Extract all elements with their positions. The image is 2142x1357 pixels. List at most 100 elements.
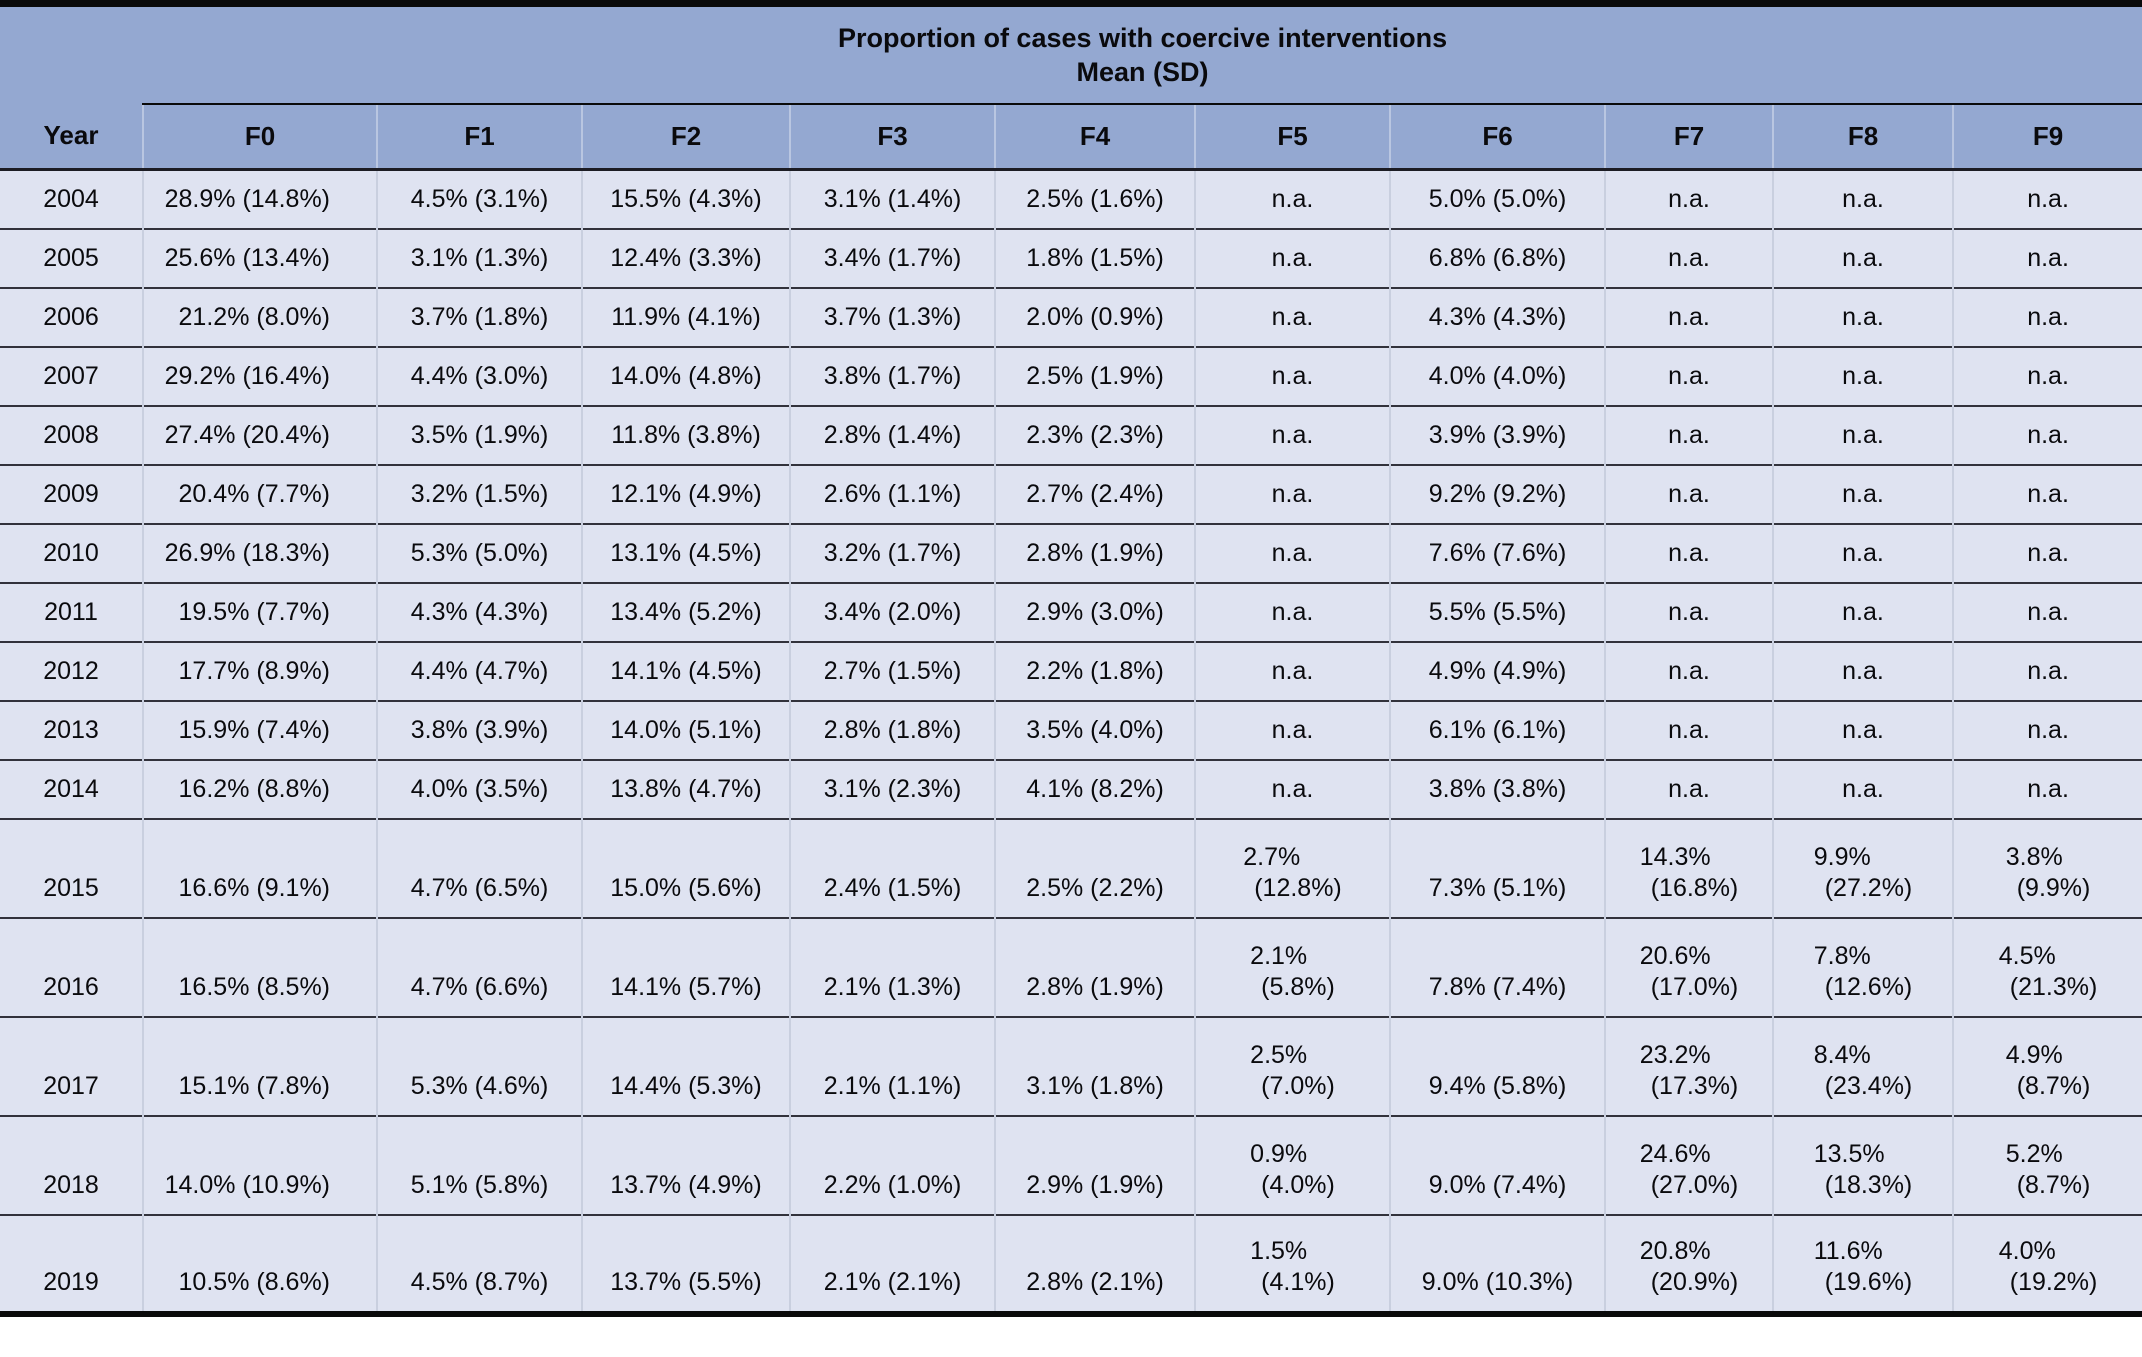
table-title-line1: Proportion of cases with coercive interv… — [837, 22, 1448, 53]
data-cell: 3.9% (3.9%) — [1389, 404, 1605, 465]
data-cell: 2.8% (1.4%) — [789, 404, 995, 465]
na-cell: n.a. — [1194, 227, 1390, 288]
na-cell: n.a. — [1951, 345, 2142, 406]
data-cell: 14.1% (4.5%) — [581, 640, 790, 701]
sd-value: (7.0%) — [1261, 1071, 1335, 1100]
data-cell: 2.8% (1.9%) — [994, 916, 1195, 1017]
table-row-2017: 2017 15.1% (7.8%) 5.3% (4.6%) 14.4% (5.3%) 2… — [0, 1015, 2142, 1116]
year-cell: 2017 — [0, 1015, 143, 1116]
na-cell: n.a. — [1194, 522, 1390, 583]
data-cell: 14.0% (5.1%) — [581, 699, 790, 760]
data-cell: 14.0% (4.8%) — [581, 345, 790, 406]
column-header-year: Year — [0, 103, 143, 171]
data-cell: 2.6% (1.1%) — [789, 463, 995, 524]
table-body: 2004 28.9% (14.8%) 4.5% (3.1%) 15.5% (4.3%)… — [0, 169, 2142, 1314]
na-cell: n.a. — [1772, 463, 1953, 524]
data-cell: 3.8% (9.9%) — [1951, 817, 2142, 918]
data-cell: 15.5% (4.3%) — [581, 169, 790, 229]
data-cell: 2.2% (1.8%) — [994, 640, 1195, 701]
data-cell: 2.0% (0.9%) — [994, 286, 1195, 347]
na-cell: n.a. — [1772, 169, 1953, 229]
na-cell: n.a. — [1772, 581, 1953, 642]
mean-value: 0.9% — [1250, 1139, 1308, 1168]
data-cell: 14.0% (10.9%) — [142, 1114, 377, 1215]
sd-value: (8.7%) — [2016, 1170, 2091, 1199]
data-cell: 29.2% (16.4%) — [142, 345, 377, 406]
na-cell: n.a. — [1772, 640, 1953, 701]
mean-value: 3.8% — [2005, 842, 2063, 871]
mean-value: 8.4% — [1813, 1040, 1871, 1069]
na-cell: n.a. — [1772, 699, 1953, 760]
mean-value: 11.6% — [1813, 1236, 1883, 1265]
data-cell: 15.9% (7.4%) — [142, 699, 377, 760]
sd-value: (23.4%) — [1824, 1071, 1913, 1100]
data-cell: 4.1% (8.2%) — [994, 758, 1195, 819]
data-cell: 7.6% (7.6%) — [1389, 522, 1605, 583]
data-cell: 10.5% (8.6%) — [142, 1213, 377, 1314]
data-cell: 23.2% (17.3%) — [1604, 1015, 1773, 1116]
na-cell: n.a. — [1194, 404, 1390, 465]
data-cell: 4.3% (4.3%) — [376, 581, 582, 642]
na-cell: n.a. — [1604, 169, 1773, 229]
na-cell: n.a. — [1772, 404, 1953, 465]
mean-value: 2.7% — [1243, 842, 1301, 871]
data-cell: 13.5% (18.3%) — [1772, 1114, 1953, 1215]
data-cell: 7.3% (5.1%) — [1389, 817, 1605, 918]
na-cell: n.a. — [1604, 640, 1773, 701]
data-cell: 1.5% (4.1%) — [1194, 1213, 1390, 1314]
year-cell: 2010 — [0, 522, 143, 583]
table-row-2013: 2013 15.9% (7.4%) 3.8% (3.9%) 14.0% (5.1%) 2… — [0, 699, 2142, 760]
sd-value: (4.0%) — [1261, 1170, 1335, 1199]
sd-value: (19.2%) — [2009, 1267, 2098, 1296]
mean-value: 4.9% — [2005, 1040, 2063, 1069]
na-cell: n.a. — [1772, 758, 1953, 819]
na-cell: n.a. — [1604, 522, 1773, 583]
mean-value: 13.5% — [1813, 1139, 1885, 1168]
year-cell: 2005 — [0, 227, 143, 288]
data-cell: 14.1% (5.7%) — [581, 916, 790, 1017]
data-cell: 19.5% (7.7%) — [142, 581, 377, 642]
mean-value: 2.5% — [1250, 1040, 1308, 1069]
na-cell: n.a. — [1772, 345, 1953, 406]
data-cell: 24.6% (27.0%) — [1604, 1114, 1773, 1215]
data-cell: 5.3% (5.0%) — [376, 522, 582, 583]
mean-value: 4.5% — [1998, 941, 2056, 970]
table-header: Proportion of cases with coercive interv… — [0, 3, 2142, 171]
data-cell: 28.9% (14.8%) — [142, 169, 377, 229]
data-cell: 2.2% (1.0%) — [789, 1114, 995, 1215]
data-cell: 16.6% (9.1%) — [142, 817, 377, 918]
data-cell: 2.4% (1.5%) — [789, 817, 995, 918]
data-cell: 13.8% (4.7%) — [581, 758, 790, 819]
na-cell: n.a. — [1604, 699, 1773, 760]
mean-value: 23.2% — [1639, 1040, 1711, 1069]
year-cell: 2016 — [0, 916, 143, 1017]
data-cell: 9.2% (9.2%) — [1389, 463, 1605, 524]
sd-value: (9.9%) — [2016, 873, 2091, 902]
data-cell: 0.9% (4.0%) — [1194, 1114, 1390, 1215]
na-cell: n.a. — [1604, 581, 1773, 642]
column-header-f8: F8 — [1772, 103, 1953, 171]
mean-value: 7.8% — [1813, 941, 1871, 970]
data-cell: 2.5% (1.9%) — [994, 345, 1195, 406]
data-cell: 1.8% (1.5%) — [994, 227, 1195, 288]
na-cell: n.a. — [1194, 758, 1390, 819]
data-cell: 13.1% (4.5%) — [581, 522, 790, 583]
year-cell: 2009 — [0, 463, 143, 524]
sd-value: (21.3%) — [2009, 972, 2098, 1001]
data-cell: 2.9% (3.0%) — [994, 581, 1195, 642]
column-header-f6: F6 — [1389, 103, 1605, 171]
data-cell: 3.4% (2.0%) — [789, 581, 995, 642]
data-cell: 4.4% (3.0%) — [376, 345, 582, 406]
na-cell: n.a. — [1951, 522, 2142, 583]
data-cell: 3.1% (1.8%) — [994, 1015, 1195, 1116]
sd-value: (8.7%) — [2016, 1071, 2091, 1100]
data-cell: 3.7% (1.8%) — [376, 286, 582, 347]
table-row-2010: 2010 26.9% (18.3%) 5.3% (5.0%) 13.1% (4.5%)… — [0, 522, 2142, 583]
na-cell: n.a. — [1194, 286, 1390, 347]
sd-value: (27.2%) — [1824, 873, 1913, 902]
na-cell: n.a. — [1772, 286, 1953, 347]
mean-value: 24.6% — [1639, 1139, 1711, 1168]
data-cell: 3.1% (1.4%) — [789, 169, 995, 229]
table-row-2018: 2018 14.0% (10.9%) 5.1% (5.8%) 13.7% (4.9%)… — [0, 1114, 2142, 1215]
data-cell: 4.5% (3.1%) — [376, 169, 582, 229]
